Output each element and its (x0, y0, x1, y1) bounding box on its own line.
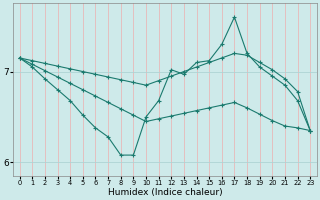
X-axis label: Humidex (Indice chaleur): Humidex (Indice chaleur) (108, 188, 222, 197)
